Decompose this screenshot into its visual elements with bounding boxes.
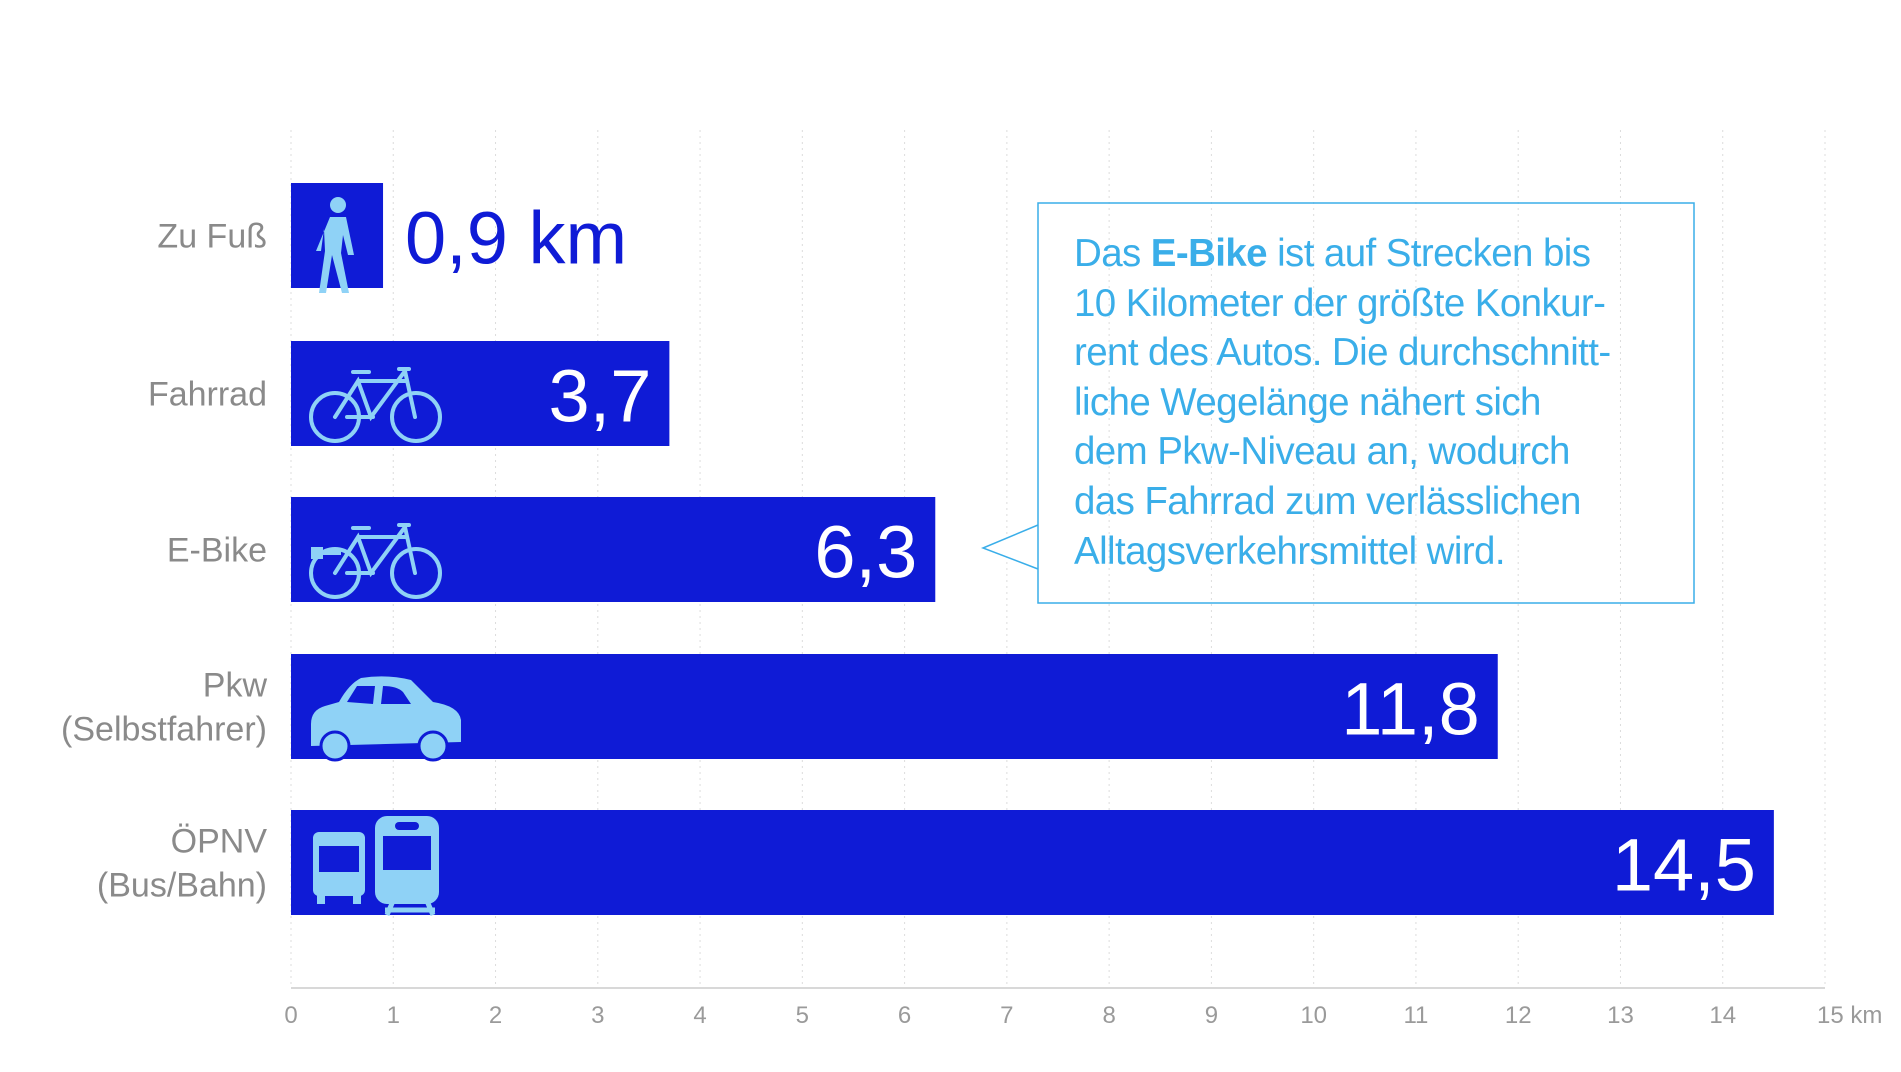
callout-line: liche Wegelänge nähert sich	[1074, 380, 1541, 424]
bar-group: 0,9 km Zu Fuß	[157, 183, 627, 293]
category-label: ÖPNV	[171, 823, 268, 861]
bar-group: 6,3 E-Bike	[167, 497, 936, 602]
bar-group: 3,7 Fahrrad	[148, 341, 670, 446]
x-tick-label: 14	[1709, 1002, 1736, 1029]
pedestrian-icon	[316, 197, 354, 293]
value-label: 3,7	[549, 355, 652, 438]
x-tick-label: 2	[489, 1002, 502, 1029]
category-label: E-Bike	[167, 532, 267, 570]
value-label: 11,8	[1341, 668, 1480, 751]
x-tick-label: 9	[1205, 1002, 1218, 1029]
callout-line: 10 Kilometer der größte Konkur-	[1074, 281, 1606, 325]
category-label: Zu Fuß	[157, 218, 267, 256]
x-tick-label: 10	[1300, 1002, 1327, 1029]
bus-train-icon	[313, 816, 439, 916]
x-tick-label: 11	[1403, 1002, 1428, 1029]
x-tick-label: 8	[1102, 1002, 1115, 1029]
bars: 0,9 km Zu Fuß 3,7 Fahrrad 6,3 E-Bike 11,8 Pk…	[61, 183, 1774, 916]
bar-group: 11,8 Pkw (Selbstfahrer)	[61, 654, 1498, 762]
callout-line: Das E-Bike ist auf Strecken bis	[1074, 232, 1591, 275]
car-icon	[311, 676, 461, 762]
value-label: 14,5	[1612, 824, 1756, 907]
value-label: 0,9 km	[405, 197, 627, 280]
bar	[291, 654, 1498, 759]
x-tick-label: 13	[1607, 1002, 1634, 1029]
callout-line: rent des Autos. Die durchschnitt-	[1074, 331, 1611, 375]
value-label: 6,3	[814, 511, 917, 594]
callout-border	[1037, 202, 1695, 604]
callout-line: das Fahrrad zum verlässlichen	[1074, 479, 1581, 523]
x-tick-label: 6	[898, 1002, 911, 1029]
x-axis: 0 1 2 3 4 5 6 7 8 9 10 11 12 13 14 15 km	[284, 987, 1882, 1029]
category-label: Pkw	[203, 667, 268, 705]
callout-line: dem Pkw-Niveau an, wodurch	[1074, 430, 1570, 474]
callout-box: Das E-Bike ist auf Strecken bis 10 Kilom…	[1038, 203, 1694, 603]
x-tick-label: 1	[387, 1002, 400, 1029]
category-label: (Bus/Bahn)	[97, 867, 267, 905]
bar	[291, 810, 1774, 915]
x-tick-label: 7	[1000, 1002, 1013, 1029]
callout-pointer	[980, 524, 1039, 570]
callout-line: Alltagsverkehrsmittel wird.	[1074, 529, 1506, 573]
e-bike-icon	[309, 523, 442, 599]
bar-group: 14,5 ÖPNV (Bus/Bahn)	[97, 810, 1774, 916]
x-tick-label: 15 km	[1817, 1002, 1882, 1029]
x-tick-label: 0	[284, 1002, 297, 1029]
x-tick-label: 4	[693, 1002, 706, 1029]
bicycle-icon	[309, 367, 442, 443]
x-tick-label: 12	[1505, 1002, 1532, 1029]
x-tick-label: 3	[591, 1002, 604, 1029]
category-label: (Selbstfahrer)	[61, 711, 267, 749]
category-label: Fahrrad	[148, 376, 267, 414]
bar	[291, 497, 936, 602]
x-tick-label: 5	[796, 1002, 809, 1029]
